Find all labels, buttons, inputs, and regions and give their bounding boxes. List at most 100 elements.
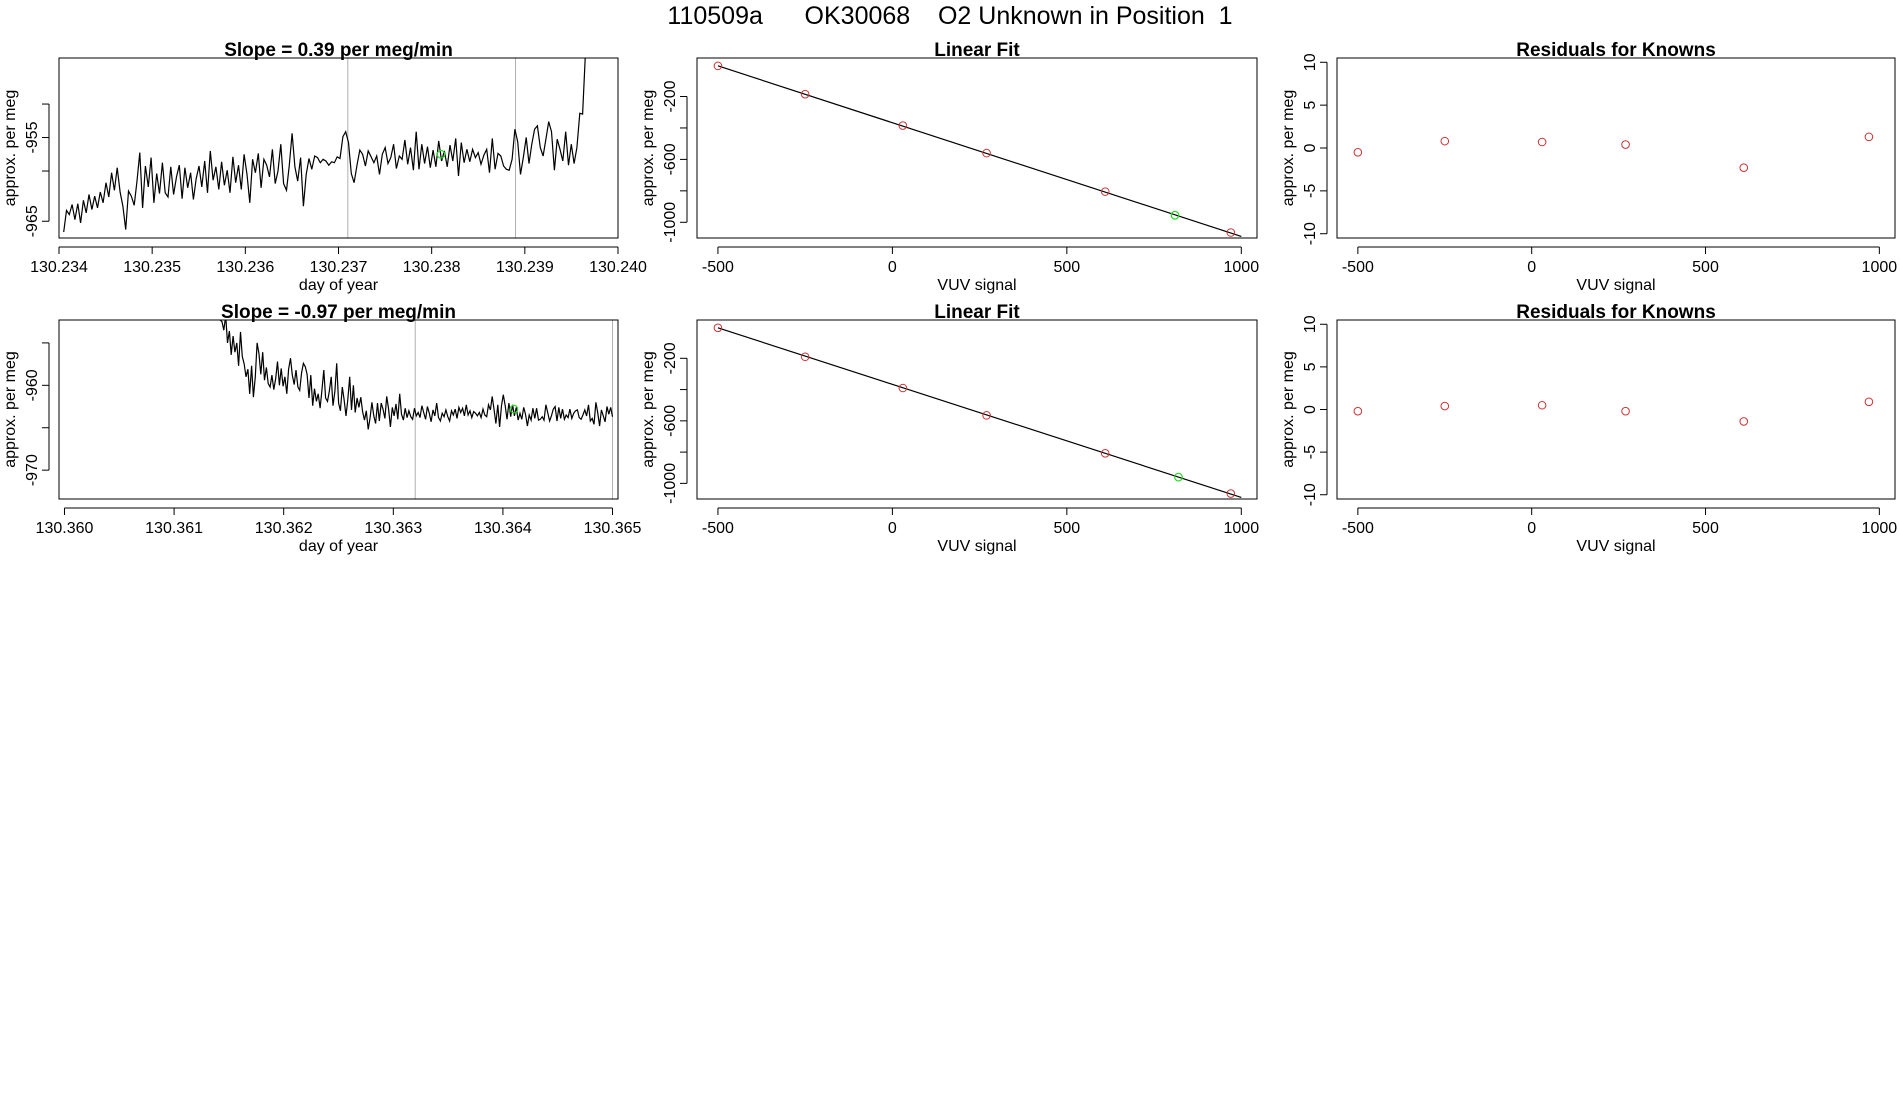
data-point xyxy=(1621,140,1630,149)
y-tick-label: -1000 xyxy=(662,463,679,504)
panel-residuals-1: Residuals for Knowns -500 0 500 1000 VUV sign… xyxy=(1280,40,1897,294)
plot-area xyxy=(63,58,586,238)
data-point xyxy=(1739,417,1749,426)
chart-title: Residuals for Knowns xyxy=(1516,302,1716,323)
x-tick-label: 130.235 xyxy=(123,259,181,276)
x-tick-label: 500 xyxy=(1053,259,1080,276)
y-axis-label: approx. per meg xyxy=(1280,351,1297,468)
y-tick-label: -600 xyxy=(662,405,679,437)
x-tick-label: 0 xyxy=(888,520,897,537)
chart-title: Slope = -0.97 per meg/min xyxy=(221,302,456,323)
panel-timeseries-1: Slope = 0.39 per meg/min 130.234 130.235 13… xyxy=(2,40,647,294)
x-axis-label: VUV signal xyxy=(1576,538,1655,555)
y-tick-label: -5 xyxy=(1302,184,1319,198)
panel-linear-fit-2: Linear Fit -500 0 500 1000 VUV signal -200 -600… xyxy=(640,302,1259,555)
y-tick-label: 10 xyxy=(1302,315,1319,333)
x-tick-label: 130.238 xyxy=(403,259,461,276)
plot-area xyxy=(713,323,1242,499)
unknown-point xyxy=(1174,472,1183,482)
y-tick-label: 5 xyxy=(1302,362,1319,371)
x-axis-label: day of year xyxy=(299,277,379,294)
x-tick-label: 500 xyxy=(1053,520,1080,537)
data-point xyxy=(898,383,908,393)
x-tick-label: 130.361 xyxy=(145,520,203,537)
plot-frame xyxy=(1336,319,1896,500)
y-tick-label: 0 xyxy=(1302,405,1319,414)
x-tick-label: -500 xyxy=(702,259,734,276)
y-tick-label: -965 xyxy=(24,205,41,237)
unknown-point xyxy=(1170,210,1180,220)
y-tick-label: -970 xyxy=(24,454,41,486)
data-point xyxy=(1226,228,1236,237)
y-tick-label: -10 xyxy=(1302,222,1319,245)
plot-area xyxy=(1353,132,1874,173)
data-point xyxy=(982,411,991,420)
data-point xyxy=(1864,397,1874,407)
x-tick-label: 130.234 xyxy=(30,259,88,276)
chart-title: Slope = 0.39 per meg/min xyxy=(224,40,453,61)
plot-frame xyxy=(1336,57,1896,239)
unknown-point xyxy=(509,404,519,414)
x-tick-label: 1000 xyxy=(1862,520,1898,537)
y-tick-label: -10 xyxy=(1302,483,1319,506)
x-tick-label: -500 xyxy=(1342,520,1374,537)
data-point xyxy=(713,323,723,333)
x-axis-label: VUV signal xyxy=(1576,277,1655,294)
x-tick-label: 130.239 xyxy=(496,259,554,276)
x-tick-label: 0 xyxy=(1527,520,1536,537)
data-point xyxy=(982,148,991,158)
data-point xyxy=(713,61,723,71)
y-axis-label: approx. per meg xyxy=(2,90,19,207)
plot-area xyxy=(219,320,614,499)
data-point xyxy=(1353,406,1363,416)
data-point xyxy=(1621,406,1630,416)
data-point xyxy=(1739,163,1749,173)
data-point xyxy=(1440,136,1450,146)
y-tick-label: -200 xyxy=(662,342,679,374)
unknown-point xyxy=(436,149,446,159)
x-tick-label: 0 xyxy=(1527,259,1536,276)
chart-title: Residuals for Knowns xyxy=(1516,40,1716,61)
x-tick-label: 1000 xyxy=(1224,259,1260,276)
fit-line xyxy=(717,327,1242,499)
plot-area xyxy=(713,61,1242,237)
plot-frame xyxy=(58,319,619,500)
y-axis-label: approx. per meg xyxy=(1280,90,1297,207)
x-tick-label: 500 xyxy=(1692,259,1719,276)
plot-frame xyxy=(696,319,1258,500)
x-tick-label: 130.237 xyxy=(310,259,368,276)
y-tick-label: 10 xyxy=(1302,53,1319,71)
x-tick-label: 1000 xyxy=(1862,259,1898,276)
fit-line xyxy=(717,65,1242,237)
data-point xyxy=(1537,400,1547,410)
plot-frame xyxy=(696,57,1258,239)
x-axis-label: VUV signal xyxy=(937,538,1016,555)
y-tick-label: -200 xyxy=(662,80,679,112)
y-tick-label: -955 xyxy=(24,121,41,153)
x-tick-label: 130.365 xyxy=(584,520,642,537)
x-tick-label: 1000 xyxy=(1224,520,1260,537)
y-tick-label: -960 xyxy=(24,369,41,401)
y-tick-label: 0 xyxy=(1302,143,1319,152)
data-point xyxy=(1100,187,1110,196)
y-axis-label: approx. per meg xyxy=(2,351,19,468)
figure-title: 110509a OK30068 O2 Unknown in Position 1 xyxy=(667,2,1233,30)
x-tick-label: 130.240 xyxy=(589,259,647,276)
y-tick-label: -600 xyxy=(662,143,679,175)
plot-area xyxy=(1353,397,1874,426)
data-point xyxy=(800,89,810,99)
y-tick-label: -1000 xyxy=(662,202,679,243)
plot-frame xyxy=(58,57,619,239)
y-tick-label: -5 xyxy=(1302,445,1319,459)
y-axis-label: approx. per meg xyxy=(640,351,657,468)
panel-residuals-2: Residuals for Knowns -500 0 500 1000 VUV sign… xyxy=(1280,302,1897,555)
series-line xyxy=(219,320,614,430)
x-axis-label: day of year xyxy=(299,538,379,555)
chart-title: Linear Fit xyxy=(934,40,1020,61)
x-tick-label: 130.363 xyxy=(364,520,422,537)
panel-linear-fit-1: Linear Fit -500 0 500 1000 VUV signal -200 -600… xyxy=(640,40,1259,294)
x-tick-label: 500 xyxy=(1692,520,1719,537)
data-point xyxy=(1440,401,1450,411)
data-point xyxy=(898,121,908,130)
